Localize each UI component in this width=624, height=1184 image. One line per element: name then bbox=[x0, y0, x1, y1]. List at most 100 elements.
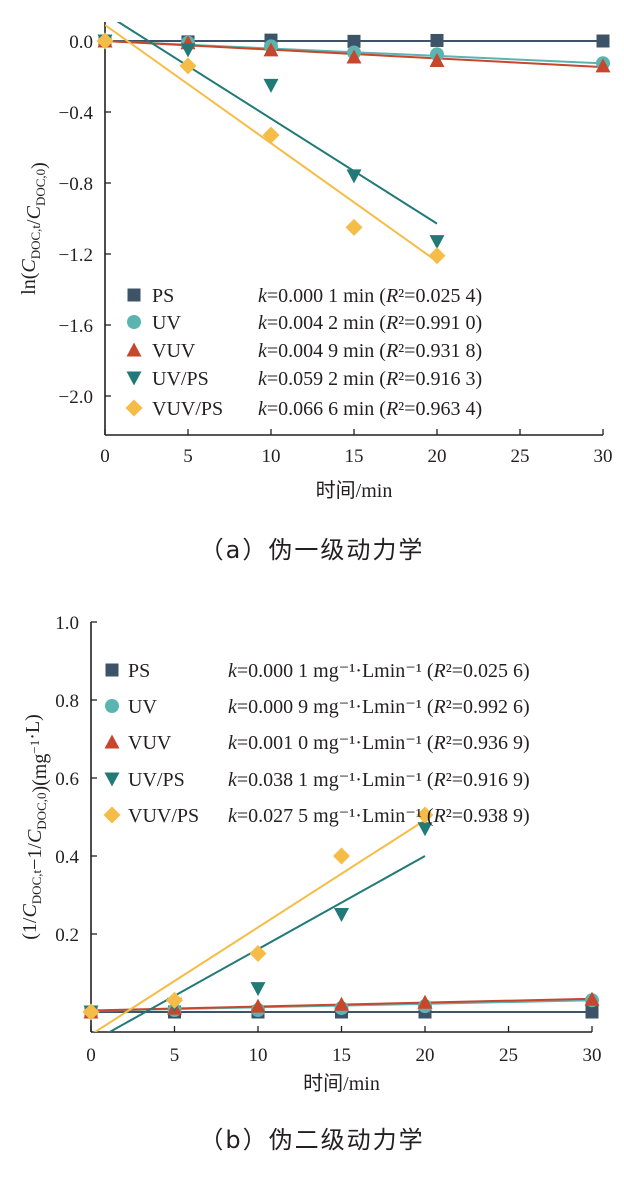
x-tick-label: 15 bbox=[345, 446, 364, 467]
x-axis-label: 时间/min bbox=[303, 1072, 380, 1095]
k-value: 0.004 9 bbox=[278, 340, 338, 362]
data-point-ps bbox=[430, 33, 444, 47]
k-eq: = bbox=[237, 660, 248, 682]
k-value: 0.027 5 bbox=[248, 805, 308, 827]
data-point-ps bbox=[596, 34, 610, 48]
k-symbol: k bbox=[258, 312, 268, 334]
data-point-uv-ps bbox=[263, 78, 279, 93]
chart-a: 0 5 10 15 20 25 30 0.0 −0.4 −0.8 −1.2 −1.6 −2.0 时间/mi… bbox=[18, 22, 613, 564]
legend-marker bbox=[104, 772, 120, 787]
legend-marker bbox=[126, 371, 142, 386]
r2-value: 0.938 9 bbox=[463, 805, 523, 827]
data-point-uv-ps bbox=[250, 982, 266, 997]
x-tick-label: 20 bbox=[416, 1045, 435, 1066]
paren: ) bbox=[475, 368, 482, 390]
data-point-vuv-ps bbox=[345, 218, 363, 236]
r2-symbol: R bbox=[385, 340, 398, 362]
legend-fit-text: k=0.000 9 mg⁻¹·Lmin⁻¹ (R²=0.992 6) bbox=[228, 696, 530, 718]
k-value: 0.000 1 bbox=[278, 285, 338, 307]
r2-eq: ²= bbox=[446, 805, 463, 827]
y-axis-label-part: C bbox=[24, 829, 46, 843]
data-point-uv-ps bbox=[417, 822, 433, 837]
k-unit: mg⁻¹·Lmin⁻¹ ( bbox=[308, 805, 434, 827]
legend-label: UV bbox=[152, 312, 181, 334]
k-symbol: k bbox=[258, 340, 268, 362]
k-eq: = bbox=[237, 769, 248, 791]
y-axis-label-part: −1/ bbox=[24, 843, 46, 870]
paren: ) bbox=[475, 398, 482, 420]
x-tick-label: 0 bbox=[86, 1045, 96, 1066]
k-symbol: k bbox=[258, 398, 268, 420]
y-axis-label-part: −1 bbox=[27, 740, 42, 754]
data-point-uv-ps bbox=[346, 169, 362, 184]
y-axis-label-part: / bbox=[23, 219, 45, 225]
data-point-vuv bbox=[250, 998, 266, 1013]
x-tick-label: 25 bbox=[511, 446, 530, 467]
x-tick-label: 10 bbox=[262, 446, 281, 467]
k-symbol: k bbox=[228, 660, 238, 682]
k-unit: mg⁻¹·Lmin⁻¹ ( bbox=[308, 696, 434, 718]
y-axis-label-part: DOC,0 bbox=[33, 169, 48, 206]
r2-value: 0.931 8 bbox=[415, 340, 475, 362]
r2-value: 0.992 6 bbox=[463, 696, 523, 718]
r2-eq: ²= bbox=[398, 312, 415, 334]
r2-eq: ²= bbox=[446, 732, 463, 754]
k-symbol: k bbox=[228, 769, 238, 791]
data-point-vuv-ps bbox=[416, 806, 434, 824]
r2-eq: ²= bbox=[398, 398, 415, 420]
legend-fit-text: k=0.059 2 min (R²=0.916 3) bbox=[258, 368, 482, 390]
data-point-vuv-ps bbox=[96, 32, 114, 50]
k-unit: mg⁻¹·Lmin⁻¹ ( bbox=[308, 769, 434, 791]
legend-label: UV/PS bbox=[152, 368, 209, 390]
r2-symbol: R bbox=[385, 368, 398, 390]
legend-fit-text: k=0.027 5 mg⁻¹·Lmin⁻¹ (R²=0.938 9) bbox=[228, 805, 530, 827]
chart-caption: （b）伪二级动力学 bbox=[199, 1126, 424, 1154]
y-tick-label: 1.0 bbox=[55, 613, 79, 634]
y-tick-label: −2.0 bbox=[59, 387, 93, 408]
y-tick-label: −1.2 bbox=[59, 245, 93, 266]
x-tick-label: 25 bbox=[499, 1045, 518, 1066]
paren: ) bbox=[523, 660, 530, 682]
data-point-vuv bbox=[429, 53, 445, 68]
k-symbol: k bbox=[228, 732, 238, 754]
r2-symbol: R bbox=[432, 696, 445, 718]
y-axis-label-part: (1/ bbox=[19, 917, 41, 940]
legend-marker bbox=[105, 699, 119, 713]
k-value: 0.038 1 bbox=[248, 769, 308, 791]
k-unit: mg⁻¹·Lmin⁻¹ ( bbox=[308, 660, 434, 682]
paren: ) bbox=[475, 340, 482, 362]
y-axis-label-part: ) bbox=[28, 162, 50, 169]
legend-label: VUV bbox=[128, 732, 172, 754]
paren: ) bbox=[523, 732, 530, 754]
r2-symbol: R bbox=[432, 769, 445, 791]
k-eq: = bbox=[267, 398, 278, 420]
data-point-vuv-ps bbox=[249, 945, 267, 962]
k-unit: min ( bbox=[338, 398, 386, 420]
data-point-vuv bbox=[595, 58, 611, 73]
y-axis-label: (1/CDOC,t−1/CDOC,0)(mg−1·L) bbox=[19, 714, 51, 940]
r2-symbol: R bbox=[432, 732, 445, 754]
data-point-vuv-ps bbox=[166, 991, 183, 1009]
legend-fit-text: k=0.000 1 min (R²=0.025 4) bbox=[258, 285, 482, 307]
y-tick-label: −1.6 bbox=[59, 316, 93, 337]
legend-label: VUV bbox=[152, 340, 196, 362]
data-point-ps bbox=[585, 1005, 599, 1019]
y-tick-label: −0.8 bbox=[59, 174, 93, 195]
legend-marker bbox=[127, 288, 141, 302]
k-eq: = bbox=[237, 805, 248, 827]
k-value: 0.001 0 bbox=[248, 732, 308, 754]
data-point-vuv-ps bbox=[428, 247, 446, 265]
legend-fit-text: k=0.038 1 mg⁻¹·Lmin⁻¹ (R²=0.916 9) bbox=[228, 769, 530, 791]
legend-marker bbox=[103, 806, 121, 824]
x-tick-label: 30 bbox=[594, 446, 613, 467]
data-point-uv-ps bbox=[429, 235, 445, 250]
k-symbol: k bbox=[258, 285, 268, 307]
legend-marker bbox=[125, 399, 143, 417]
legend-label: PS bbox=[128, 660, 150, 682]
k-symbol: k bbox=[228, 696, 238, 718]
data-point-ps bbox=[347, 34, 361, 48]
k-symbol: k bbox=[228, 805, 238, 827]
x-tick-label: 0 bbox=[100, 446, 110, 467]
r2-symbol: R bbox=[432, 660, 445, 682]
